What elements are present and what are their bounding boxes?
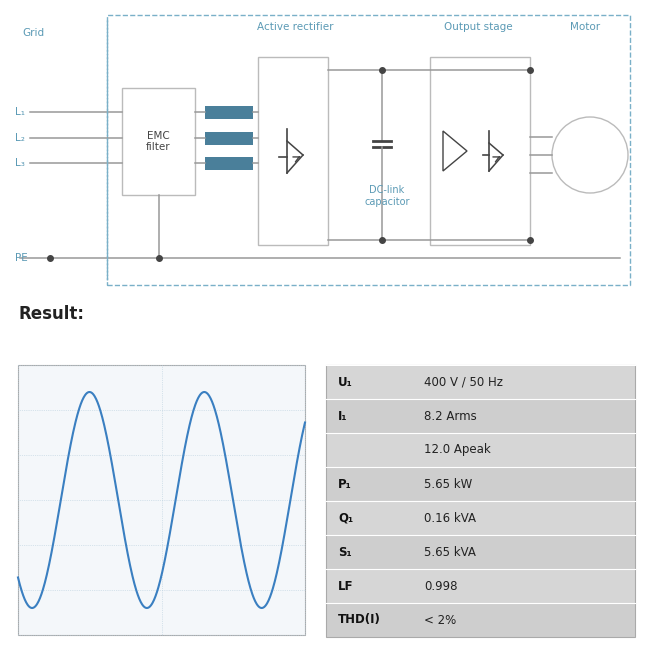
FancyBboxPatch shape <box>205 132 253 145</box>
Text: P₁: P₁ <box>338 477 352 491</box>
Text: THD(I): THD(I) <box>338 613 381 627</box>
FancyBboxPatch shape <box>326 569 635 603</box>
Circle shape <box>552 117 628 193</box>
Text: 12.0 Apeak: 12.0 Apeak <box>424 444 491 457</box>
Text: 8.2 Arms: 8.2 Arms <box>424 410 477 422</box>
FancyBboxPatch shape <box>205 157 253 170</box>
FancyBboxPatch shape <box>326 365 635 399</box>
Text: EMC
filter: EMC filter <box>146 131 171 152</box>
FancyBboxPatch shape <box>326 501 635 535</box>
Text: Result:: Result: <box>18 305 84 323</box>
FancyBboxPatch shape <box>205 106 253 119</box>
Text: PE: PE <box>15 253 28 263</box>
Text: 5.65 kW: 5.65 kW <box>424 477 472 491</box>
Text: 0.16 kVA: 0.16 kVA <box>424 511 476 524</box>
FancyBboxPatch shape <box>326 603 635 637</box>
Text: L₃: L₃ <box>15 158 25 168</box>
Text: L₁: L₁ <box>15 107 25 117</box>
FancyBboxPatch shape <box>122 88 195 195</box>
Polygon shape <box>443 131 467 171</box>
Text: < 2%: < 2% <box>424 613 456 627</box>
FancyBboxPatch shape <box>326 467 635 501</box>
Text: Output stage: Output stage <box>444 22 512 32</box>
FancyBboxPatch shape <box>326 399 635 433</box>
Text: Grid: Grid <box>22 28 44 38</box>
Text: Motor: Motor <box>570 22 600 32</box>
FancyBboxPatch shape <box>258 57 328 245</box>
FancyBboxPatch shape <box>326 535 635 569</box>
Text: 5.65 kVA: 5.65 kVA <box>424 546 476 558</box>
Text: DC-link
capacitor: DC-link capacitor <box>364 185 410 207</box>
Text: LF: LF <box>338 579 354 593</box>
FancyBboxPatch shape <box>430 57 530 245</box>
Text: S₁: S₁ <box>338 546 352 558</box>
Text: 400 V / 50 Hz: 400 V / 50 Hz <box>424 375 503 389</box>
Text: Active rectifier: Active rectifier <box>257 22 333 32</box>
FancyBboxPatch shape <box>326 433 635 467</box>
Text: U₁: U₁ <box>338 375 353 389</box>
Text: L₂: L₂ <box>15 133 25 143</box>
Text: Q₁: Q₁ <box>338 511 353 524</box>
FancyBboxPatch shape <box>18 365 305 635</box>
Text: I₁: I₁ <box>338 410 347 422</box>
Text: 0.998: 0.998 <box>424 579 458 593</box>
